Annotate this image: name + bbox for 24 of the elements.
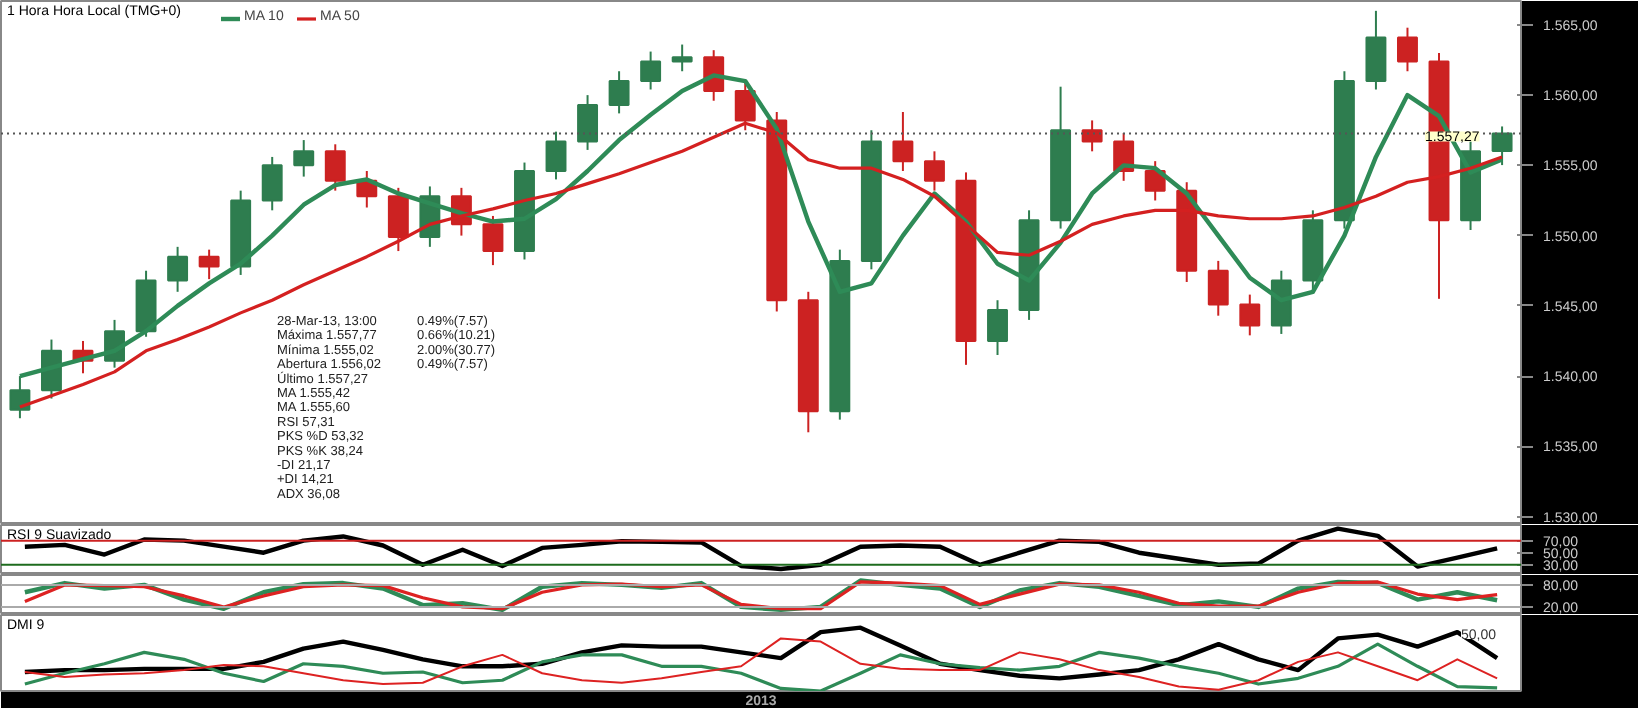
candlestick bbox=[987, 299, 1008, 357]
candlestick bbox=[1081, 119, 1103, 153]
candlestick bbox=[1207, 259, 1229, 317]
candlestick bbox=[387, 186, 409, 253]
candlestick bbox=[167, 245, 189, 293]
candlestick bbox=[671, 43, 693, 73]
candlestick bbox=[1397, 26, 1418, 73]
candlestick bbox=[324, 143, 346, 192]
candlestick bbox=[1270, 269, 1292, 335]
candlestick bbox=[640, 50, 662, 91]
candlestick bbox=[293, 139, 315, 178]
candlestick bbox=[9, 375, 31, 420]
candlestick bbox=[1491, 125, 1513, 167]
candlestick bbox=[545, 130, 567, 181]
candlestick bbox=[923, 150, 945, 192]
candlestick bbox=[1365, 9, 1387, 91]
candlestick bbox=[261, 155, 283, 212]
candlestick bbox=[608, 70, 630, 115]
candlestick bbox=[1239, 293, 1261, 337]
candlestick bbox=[482, 214, 504, 267]
candlestick bbox=[198, 248, 220, 281]
candlestick bbox=[892, 110, 914, 172]
candlestick bbox=[577, 94, 599, 151]
candlestick bbox=[1144, 160, 1166, 202]
